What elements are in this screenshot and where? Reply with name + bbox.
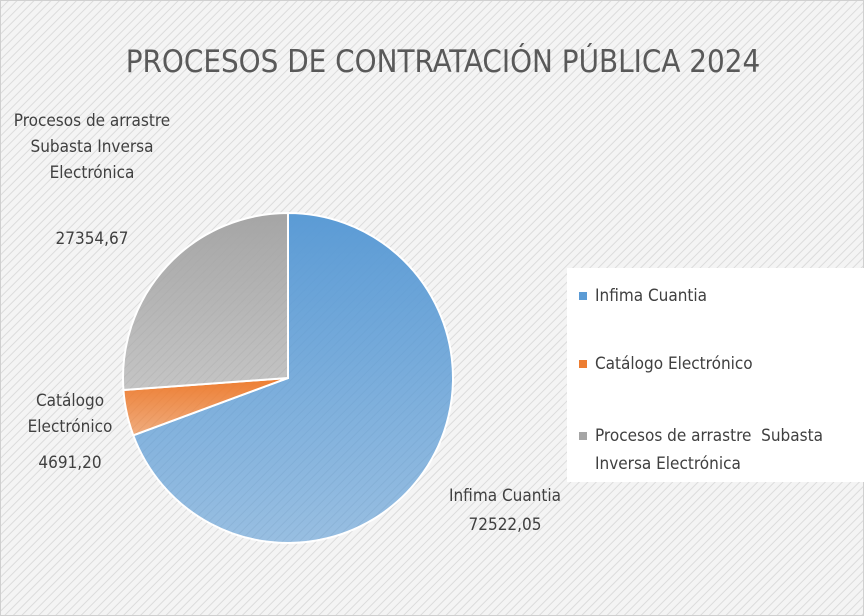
data-label-value: 72522,05 — [468, 515, 542, 535]
data-label-category: Catálogo Electrónico — [27, 391, 113, 437]
data-label-category: Infima Cuantia — [448, 486, 562, 506]
pie-slice — [131, 211, 454, 544]
legend: Infima Cuantia Catálogo Electrónico Proces… — [567, 268, 864, 482]
pie-slice — [122, 211, 289, 392]
data-label-category: Procesos de arrastre Subasta Inversa Ele… — [13, 111, 171, 183]
chart-title: PROCESOS DE CONTRATACIÓN PÚBLICA 2024 — [125, 44, 761, 80]
legend-swatch — [579, 432, 587, 440]
legend-label: Catálogo Electrónico — [595, 354, 753, 374]
data-label-value: 27354,67 — [55, 229, 129, 249]
legend-label: Procesos de arrastre Subasta Inversa Ele… — [595, 426, 828, 474]
legend-swatch — [579, 360, 587, 368]
data-label-value: 4691,20 — [38, 453, 102, 473]
legend-label: Infima Cuantia — [595, 286, 708, 306]
legend-swatch — [579, 292, 587, 300]
